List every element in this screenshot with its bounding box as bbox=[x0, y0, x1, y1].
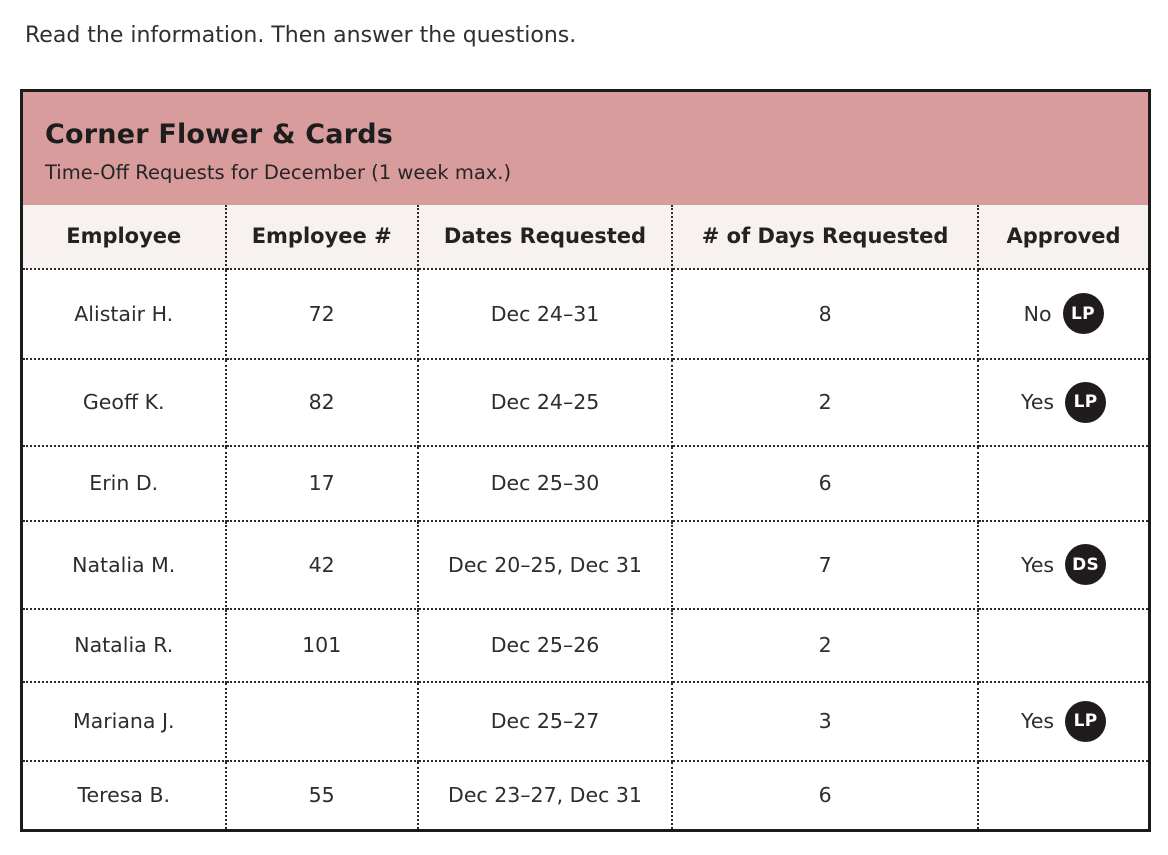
employee-cell: Teresa B. bbox=[23, 760, 227, 829]
employee-number-cell: 17 bbox=[225, 445, 419, 522]
approved-cell: No LP bbox=[978, 268, 1148, 360]
days-cell: 3 bbox=[672, 681, 980, 762]
column-header-approved: Approved bbox=[978, 204, 1148, 270]
employee-number-cell: 82 bbox=[225, 358, 419, 447]
table-row: Natalia M. 42 Dec 20–25, Dec 31 7 Yes DS bbox=[23, 520, 1148, 610]
dates-cell: Dec 24–31 bbox=[417, 268, 674, 360]
approved-cell bbox=[978, 445, 1148, 522]
employee-number-cell: 101 bbox=[225, 608, 419, 683]
dates-cell: Dec 23–27, Dec 31 bbox=[417, 760, 674, 829]
worksheet-card: Corner Flower & Cards Time-Off Requests … bbox=[20, 88, 1151, 832]
employee-number-cell: 72 bbox=[225, 268, 419, 360]
approval-group: Yes DS bbox=[983, 544, 1144, 585]
approved-cell: Yes DS bbox=[978, 520, 1148, 610]
days-cell: 6 bbox=[672, 445, 980, 522]
time-off-requests-table: Employee Employee # Dates Requested # of… bbox=[23, 204, 1148, 829]
instruction-text: Read the information. Then answer the qu… bbox=[25, 23, 577, 48]
days-cell: 7 bbox=[672, 520, 980, 610]
column-header-dates-requested: Dates Requested bbox=[417, 204, 674, 270]
column-header-employee-number: Employee # bbox=[225, 204, 419, 270]
card-banner: Corner Flower & Cards Time-Off Requests … bbox=[23, 91, 1148, 205]
column-header-employee: Employee bbox=[23, 204, 227, 270]
column-header-days-requested: # of Days Requested bbox=[672, 204, 980, 270]
approval-text: Yes bbox=[1021, 390, 1055, 414]
table-row: Geoff K. 82 Dec 24–25 2 Yes LP bbox=[23, 358, 1148, 447]
employee-number-cell: 42 bbox=[225, 520, 419, 610]
approval-text: No bbox=[1023, 301, 1052, 326]
dates-cell: Dec 25–30 bbox=[417, 445, 674, 522]
employee-number-cell: 55 bbox=[225, 760, 419, 829]
approval-group: No LP bbox=[983, 293, 1144, 334]
header-row: Employee Employee # Dates Requested # of… bbox=[23, 204, 1148, 270]
table-row: Erin D. 17 Dec 25–30 6 bbox=[23, 445, 1148, 522]
days-cell: 8 bbox=[672, 268, 980, 360]
approved-cell bbox=[978, 760, 1148, 829]
approved-cell: Yes LP bbox=[978, 681, 1148, 762]
employee-cell: Natalia M. bbox=[23, 520, 227, 610]
employee-cell: Alistair H. bbox=[23, 268, 227, 360]
approval-text: Yes bbox=[1021, 552, 1055, 577]
employee-cell: Mariana J. bbox=[23, 681, 227, 762]
approval-text: Yes bbox=[1021, 709, 1055, 733]
days-cell: 2 bbox=[672, 608, 980, 683]
table-row: Mariana J. Dec 25–27 3 Yes LP bbox=[23, 681, 1148, 762]
dates-cell: Dec 24–25 bbox=[417, 358, 674, 447]
approver-badge-icon: LP bbox=[1065, 381, 1107, 423]
employee-cell: Natalia R. bbox=[23, 608, 227, 683]
table-row: Alistair H. 72 Dec 24–31 8 No LP bbox=[23, 268, 1148, 360]
table-row: Teresa B. 55 Dec 23–27, Dec 31 6 bbox=[23, 760, 1148, 829]
approved-cell bbox=[978, 608, 1148, 683]
approval-group: Yes LP bbox=[983, 700, 1144, 742]
approval-group: Yes LP bbox=[983, 381, 1144, 423]
dates-cell: Dec 20–25, Dec 31 bbox=[417, 520, 674, 610]
dates-cell: Dec 25–27 bbox=[417, 681, 674, 762]
approved-cell: Yes LP bbox=[978, 358, 1148, 447]
card-subtitle: Time-Off Requests for December (1 week m… bbox=[45, 160, 512, 184]
employee-cell: Erin D. bbox=[23, 445, 227, 522]
card-title: Corner Flower & Cards bbox=[45, 118, 394, 150]
days-cell: 2 bbox=[672, 358, 980, 447]
employee-number-cell bbox=[225, 681, 419, 762]
approver-badge-icon: LP bbox=[1062, 293, 1104, 334]
approver-badge-icon: DS bbox=[1065, 544, 1107, 585]
dates-cell: Dec 25–26 bbox=[417, 608, 674, 683]
days-cell: 6 bbox=[672, 760, 980, 829]
table-row: Natalia R. 101 Dec 25–26 2 bbox=[23, 608, 1148, 683]
approver-badge-icon: LP bbox=[1065, 700, 1107, 742]
employee-cell: Geoff K. bbox=[23, 358, 227, 447]
